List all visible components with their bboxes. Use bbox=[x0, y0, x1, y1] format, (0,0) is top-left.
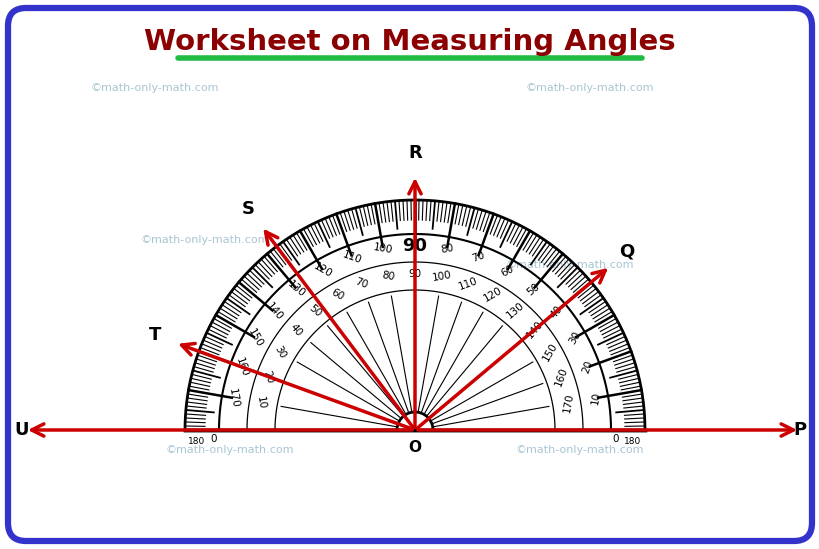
Text: 150: 150 bbox=[541, 341, 559, 363]
Text: 80: 80 bbox=[380, 270, 395, 282]
Text: 80: 80 bbox=[439, 243, 454, 255]
Text: 170: 170 bbox=[227, 388, 240, 408]
Text: Q: Q bbox=[619, 243, 634, 261]
Text: 180: 180 bbox=[188, 437, 206, 446]
Text: ©math-only-math.com: ©math-only-math.com bbox=[505, 260, 633, 270]
Text: 130: 130 bbox=[504, 300, 526, 321]
Text: 20: 20 bbox=[261, 369, 275, 384]
Text: 60: 60 bbox=[498, 263, 514, 278]
Text: ©math-only-math.com: ©math-only-math.com bbox=[165, 445, 294, 455]
Text: 50: 50 bbox=[306, 302, 323, 318]
Text: 90: 90 bbox=[402, 237, 427, 255]
Text: 10: 10 bbox=[255, 396, 267, 410]
Text: 140: 140 bbox=[523, 319, 544, 340]
Text: 70: 70 bbox=[353, 277, 369, 290]
Text: 60: 60 bbox=[328, 287, 345, 302]
Text: ©math-only-math.com: ©math-only-math.com bbox=[91, 83, 219, 93]
Text: 90: 90 bbox=[408, 269, 421, 279]
Text: 120: 120 bbox=[311, 261, 333, 280]
Text: U: U bbox=[15, 421, 29, 439]
Text: 20: 20 bbox=[580, 359, 594, 375]
Text: 30: 30 bbox=[272, 344, 287, 360]
Text: Worksheet on Measuring Angles: Worksheet on Measuring Angles bbox=[144, 28, 675, 56]
Text: 110: 110 bbox=[457, 276, 479, 292]
Text: 50: 50 bbox=[524, 281, 541, 297]
Text: 160: 160 bbox=[233, 356, 250, 378]
Text: 0: 0 bbox=[210, 434, 217, 444]
Text: 100: 100 bbox=[431, 270, 452, 283]
Text: 170: 170 bbox=[561, 393, 575, 413]
Text: 10: 10 bbox=[590, 391, 601, 405]
Text: 40: 40 bbox=[547, 304, 563, 320]
Text: ©math-only-math.com: ©math-only-math.com bbox=[141, 235, 269, 245]
Text: 150: 150 bbox=[246, 327, 265, 349]
Text: T: T bbox=[148, 326, 161, 344]
Text: 180: 180 bbox=[623, 437, 640, 446]
Polygon shape bbox=[185, 200, 645, 430]
Text: S: S bbox=[242, 200, 255, 218]
Text: 0: 0 bbox=[612, 434, 618, 444]
Text: P: P bbox=[793, 421, 806, 439]
Text: 70: 70 bbox=[469, 250, 485, 264]
Text: ©math-only-math.com: ©math-only-math.com bbox=[515, 445, 644, 455]
Text: 100: 100 bbox=[372, 242, 393, 255]
Text: O: O bbox=[408, 440, 421, 455]
Text: 120: 120 bbox=[482, 285, 504, 304]
Text: 130: 130 bbox=[286, 279, 307, 299]
Text: 160: 160 bbox=[553, 366, 569, 388]
Text: 30: 30 bbox=[566, 330, 581, 346]
Text: 140: 140 bbox=[264, 301, 284, 322]
Text: R: R bbox=[408, 144, 421, 162]
Text: 110: 110 bbox=[341, 249, 363, 265]
Text: ©math-only-math.com: ©math-only-math.com bbox=[525, 83, 654, 93]
Text: 40: 40 bbox=[287, 322, 303, 338]
FancyBboxPatch shape bbox=[8, 8, 811, 541]
